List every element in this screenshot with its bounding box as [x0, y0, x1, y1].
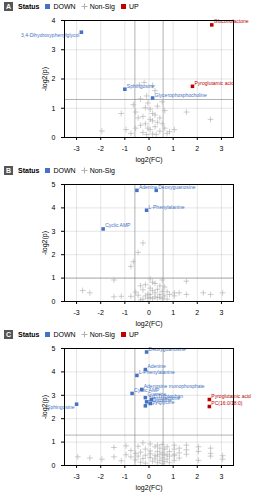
svg-text:0: 0 [147, 309, 151, 316]
svg-text:Cyclic AMP: Cyclic AMP [134, 386, 160, 393]
svg-text:-2: -2 [98, 473, 104, 480]
svg-text:-log2(p): -log2(p) [41, 67, 49, 91]
svg-text:2: 2 [195, 473, 199, 480]
html-text:Non-Sig: Non-Sig [89, 330, 115, 338]
svg-text:0: 0 [147, 145, 151, 152]
svg-text:0: 0 [147, 473, 151, 480]
svg-text:Cyclic AMP: Cyclic AMP [105, 222, 131, 228]
svg-text:3: 3 [52, 228, 56, 235]
html-text:C: C [6, 330, 12, 338]
svg-text:Pyroglutamic acid: Pyroglutamic acid [211, 393, 251, 399]
html-text:DOWN: DOWN [53, 330, 76, 338]
svg-text:4: 4 [52, 368, 56, 375]
html-text:B: B [6, 166, 12, 174]
svg-text:L-Phenylalanine: L-Phenylalanine [139, 369, 175, 375]
html-text:UP: UP [128, 330, 139, 338]
svg-text:3: 3 [52, 46, 56, 53]
svg-text:PC(16:0/18:0): PC(16:0/18:0) [211, 400, 242, 406]
svg-text:-1: -1 [122, 309, 128, 316]
html-text:DOWN: DOWN [53, 2, 76, 10]
html-text:Non-Sig: Non-Sig [89, 2, 115, 10]
html-text:Status: Status [18, 2, 40, 10]
svg-text:log2(FC): log2(FC) [135, 320, 162, 328]
svg-text:-1: -1 [122, 145, 128, 152]
svg-text:-1: -1 [122, 473, 128, 480]
svg-text:log2(FC): log2(FC) [135, 484, 162, 492]
svg-text:1: 1 [171, 145, 175, 152]
svg-text:-2: -2 [98, 145, 104, 152]
svg-text:1: 1 [52, 274, 56, 281]
svg-text:3: 3 [52, 392, 56, 399]
svg-text:Pyroglutamic acid: Pyroglutamic acid [194, 80, 234, 86]
svg-text:4: 4 [52, 204, 56, 211]
svg-text:1: 1 [52, 438, 56, 445]
svg-text:2: 2 [195, 309, 199, 316]
html-text:Status: Status [18, 166, 40, 174]
html-text:DOWN: DOWN [53, 166, 76, 174]
html-text:Status: Status [18, 330, 40, 338]
svg-text:L-Phenylalanine: L-Phenylalanine [149, 204, 185, 210]
svg-text:1: 1 [171, 473, 175, 480]
svg-text:-2: -2 [98, 309, 104, 316]
html-text:A: A [6, 2, 12, 10]
svg-text:Deoxyguanosine: Deoxyguanosine [148, 345, 186, 352]
svg-text:2: 2 [52, 251, 56, 258]
svg-text:1: 1 [171, 309, 175, 316]
svg-text:3: 3 [219, 473, 223, 480]
svg-text:3: 3 [219, 145, 223, 152]
svg-text:Tiglylglycine: Tiglylglycine [147, 399, 174, 405]
svg-text:2: 2 [52, 415, 56, 422]
html-text:UP: UP [128, 2, 139, 10]
svg-text:Glycerophosphocholine: Glycerophosphocholine [155, 92, 207, 98]
svg-text:3: 3 [219, 309, 223, 316]
svg-text:3,4-Dihydroxyphenylglycol: 3,4-Dihydroxyphenylglycol [21, 32, 79, 38]
svg-text:5: 5 [52, 345, 56, 352]
svg-text:Gluconolactone: Gluconolactone [214, 18, 249, 24]
svg-text:5: 5 [52, 181, 56, 188]
html-text:Non-Sig: Non-Sig [89, 166, 115, 174]
svg-text:log2(FC): log2(FC) [135, 156, 162, 164]
svg-text:Sphingosine: Sphingosine [47, 404, 75, 410]
svg-text:Adenosine monophosphate: Adenosine monophosphate [143, 383, 205, 389]
svg-text:4: 4 [52, 17, 56, 24]
svg-text:-3: -3 [73, 473, 79, 480]
svg-text:-log2(p): -log2(p) [41, 394, 49, 420]
svg-text:Adenine: Adenine [147, 363, 166, 370]
svg-text:0: 0 [52, 462, 56, 469]
svg-text:1: 1 [52, 104, 56, 111]
html-text:Adenine Deoxyguanosine: Adenine Deoxyguanosine [138, 183, 196, 190]
svg-text:0: 0 [52, 298, 56, 305]
svg-text:Sphingosine: Sphingosine [127, 83, 155, 89]
svg-text:-3: -3 [73, 309, 79, 316]
svg-text:-log2(p): -log2(p) [41, 231, 49, 255]
svg-text:-3: -3 [73, 145, 79, 152]
svg-text:2: 2 [195, 145, 199, 152]
svg-text:2: 2 [52, 75, 56, 82]
svg-text:0: 0 [52, 134, 56, 141]
